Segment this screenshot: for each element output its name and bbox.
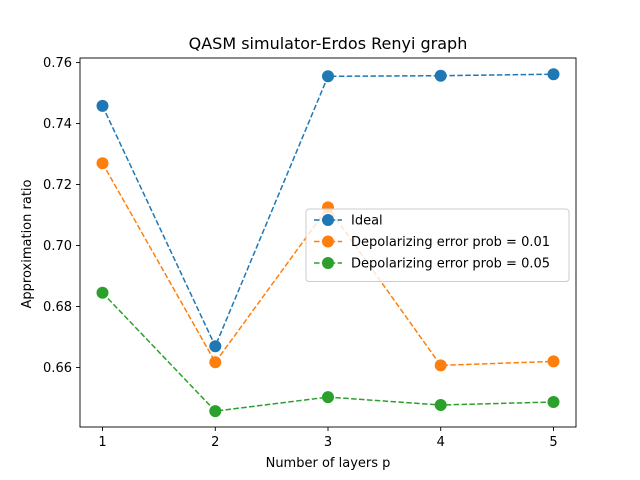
y-tick-label-5: 0.76 xyxy=(43,56,72,71)
legend-label-1: Depolarizing error prob = 0.01 xyxy=(351,235,550,250)
chart-title: QASM simulator-Erdos Renyi graph xyxy=(189,34,468,53)
legend: Ideal Depolarizing error prob = 0.01 Depol… xyxy=(305,208,570,282)
legend-box xyxy=(305,208,570,282)
data-point-s1-4 xyxy=(547,355,560,368)
data-point-s2-2 xyxy=(322,391,334,404)
x-axis-label: Number of layers p xyxy=(266,456,391,471)
data-point-s1-1 xyxy=(209,356,222,369)
legend-label-2: Depolarizing error prob = 0.05 xyxy=(351,257,550,272)
data-point-s0-1 xyxy=(209,340,222,353)
plot-area xyxy=(96,68,560,418)
data-point-s2-3 xyxy=(434,399,447,411)
data-point-s0-2 xyxy=(322,70,334,83)
y-tick-label-3: 0.72 xyxy=(43,178,72,193)
data-point-s1-0 xyxy=(96,157,109,170)
data-point-s0-3 xyxy=(434,69,447,82)
legend-marker-0 xyxy=(322,214,334,226)
x-tick-label-0: 1 xyxy=(98,435,106,450)
y-tick-label-2: 0.70 xyxy=(43,239,72,254)
x-tick-label-2: 3 xyxy=(324,435,332,450)
x-tick-label-4: 5 xyxy=(549,435,557,450)
data-point-s0-0 xyxy=(96,99,109,112)
data-point-s2-1 xyxy=(209,405,222,418)
y-axis-label: Approximation ratio xyxy=(20,179,35,308)
y-tick-label-0: 0.66 xyxy=(43,361,72,376)
x-tick-label-3: 4 xyxy=(437,435,445,450)
data-point-s2-0 xyxy=(96,286,109,299)
legend-marker-2 xyxy=(322,257,334,269)
x-tick-label-1: 2 xyxy=(211,435,219,450)
data-point-s0-4 xyxy=(547,68,560,81)
axes: 1 2 3 4 5 0.66 0.68 0.70 0.72 0.74 0.76 xyxy=(43,56,577,450)
y-tick-label-1: 0.68 xyxy=(43,300,72,315)
y-tick-label-4: 0.74 xyxy=(43,117,72,132)
legend-marker-1 xyxy=(322,235,334,248)
legend-label-0: Ideal xyxy=(351,214,383,229)
data-point-s2-4 xyxy=(547,396,560,408)
data-point-s1-3 xyxy=(434,359,447,372)
